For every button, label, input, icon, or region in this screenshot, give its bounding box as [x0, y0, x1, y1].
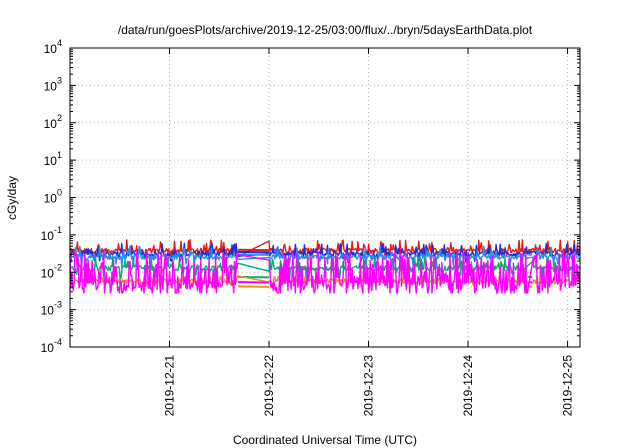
y-tick-label: 10-4 — [41, 337, 62, 355]
series-group — [69, 239, 581, 294]
chart-title: /data/run/goesPlots/archive/2019-12-25/0… — [118, 23, 533, 37]
axis-ticks — [70, 47, 580, 348]
series-line — [69, 251, 581, 294]
grid-lines — [70, 48, 580, 347]
y-tick-label: 102 — [44, 113, 62, 131]
x-tick-label: 2019-12-24 — [461, 355, 475, 417]
y-tick-labels: 10-4 10-3 10-2 10-1 100 101 102 103 104 — [41, 38, 62, 355]
y-tick-label: 101 — [44, 150, 62, 168]
series-line — [69, 242, 581, 264]
y-tick-label: 104 — [44, 38, 62, 56]
y-tick-label: 100 — [44, 188, 62, 206]
y-tick-label: 10-3 — [41, 300, 62, 318]
x-axis-label: Coordinated Universal Time (UTC) — [233, 433, 417, 447]
x-tick-label: 2019-12-23 — [362, 355, 376, 417]
y-tick-label: 10-2 — [41, 262, 62, 280]
y-tick-label: 10-1 — [41, 225, 62, 243]
x-tick-label: 2019-12-25 — [561, 355, 575, 417]
y-tick-label: 103 — [44, 75, 62, 93]
x-tick-label: 2019-12-21 — [163, 355, 177, 417]
x-tick-labels: 2019-12-21 2019-12-22 2019-12-23 2019-12-24… — [163, 355, 575, 417]
y-axis-label: cGy/day — [5, 176, 19, 220]
x-tick-label: 2019-12-22 — [262, 355, 276, 417]
